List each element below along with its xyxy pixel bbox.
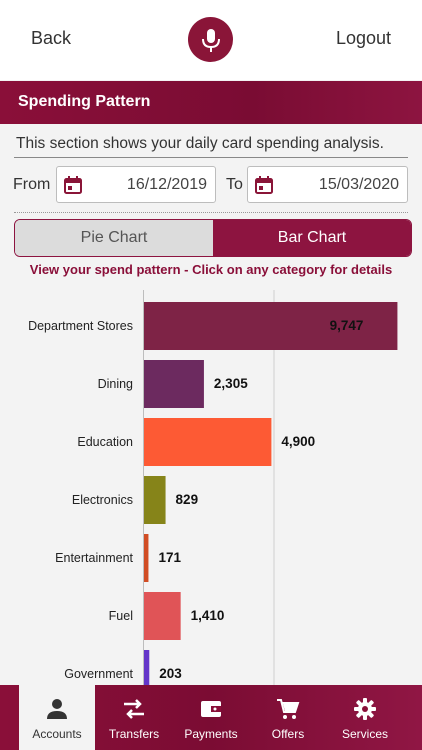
to-label: To (226, 176, 243, 193)
nav-payments[interactable]: Payments (173, 685, 249, 750)
bottom-nav: Accounts Transfers Payments Offers (0, 685, 422, 750)
bar-fuel[interactable] (144, 592, 181, 640)
chart-hint: View your spend pattern - Click on any c… (29, 262, 393, 277)
nav-label: Offers (271, 727, 305, 741)
category-label: Department Stores (28, 319, 133, 333)
category-label: Education (77, 435, 133, 449)
nav-label: Transfers (108, 727, 160, 741)
bar-chart-tab[interactable]: Bar Chart (213, 220, 411, 256)
category-label: Entertainment (55, 551, 133, 565)
section-header: Spending Pattern (0, 81, 422, 124)
pie-chart-tab[interactable]: Pie Chart (15, 220, 213, 256)
bar-dining[interactable] (144, 360, 204, 408)
value-label: 203 (159, 666, 182, 681)
category-label: Electronics (72, 493, 133, 507)
from-label: From (13, 176, 51, 193)
bar-entertainment[interactable] (144, 534, 149, 582)
value-label: 171 (158, 550, 181, 565)
chart-type-toggle: Pie Chart Bar Chart (14, 219, 412, 257)
from-date-value: 16/12/2019 (126, 176, 207, 193)
bar-government[interactable] (144, 650, 150, 685)
top-bar: Back Logout (0, 0, 422, 80)
microphone-icon (201, 28, 220, 52)
divider (14, 157, 408, 158)
person-icon (47, 699, 67, 719)
value-label: 9,747 (330, 318, 364, 333)
dotted-divider (14, 212, 408, 213)
bar-department-stores[interactable] (144, 302, 398, 350)
transfer-arrows-icon (124, 699, 144, 719)
back-button[interactable]: Back (31, 28, 72, 48)
value-label: 2,305 (214, 376, 248, 391)
cart-icon (277, 699, 300, 719)
nav-accounts[interactable]: Accounts (19, 685, 95, 750)
nav-offers[interactable]: Offers (250, 685, 326, 750)
value-label: 829 (176, 492, 199, 507)
nav-label: Accounts (32, 727, 82, 741)
nav-transfers[interactable]: Transfers (96, 685, 172, 750)
to-date-value: 15/03/2020 (318, 176, 399, 193)
value-label: 1,410 (191, 608, 225, 623)
nav-label: Payments (184, 727, 238, 741)
nav-services[interactable]: Services (327, 685, 403, 750)
category-label: Government (64, 667, 133, 681)
section-title: Spending Pattern (18, 93, 151, 110)
from-date-field[interactable]: 16/12/2019 (56, 166, 216, 203)
logout-button[interactable]: Logout (335, 28, 391, 48)
voice-assistant-button[interactable] (188, 17, 233, 62)
bar-electronics[interactable] (144, 476, 166, 524)
to-date-field[interactable]: 15/03/2020 (247, 166, 408, 203)
calendar-icon (255, 176, 273, 194)
value-label: 4,900 (281, 434, 315, 449)
category-label: Dining (98, 377, 133, 391)
spend-bar-chart: Department Stores 9,747 Dining 2,305 Educati… (28, 290, 398, 685)
calendar-icon (64, 176, 82, 194)
bar-education[interactable] (144, 418, 272, 466)
category-label: Fuel (109, 609, 133, 623)
wallet-icon (201, 701, 221, 717)
gear-icon (354, 698, 376, 720)
section-description: This section shows your daily card spend… (16, 135, 384, 152)
nav-label: Services (341, 727, 388, 741)
